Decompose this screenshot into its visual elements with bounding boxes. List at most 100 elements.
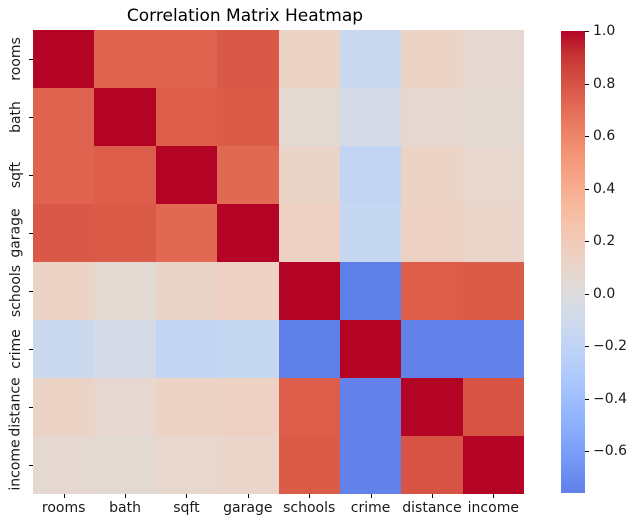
heatmap-cell-distance-crime [339,378,402,436]
x-tick-label-crime: crime [350,500,391,516]
x-tick-mark [247,494,249,498]
colorbar-tick-label: 0.8 [593,75,616,92]
heatmap-cell-bath-garage [217,88,279,146]
colorbar-tick-mark [585,83,589,85]
colorbar-tick-label: 1.0 [593,23,616,39]
heatmap-cell-income-rooms [33,436,95,494]
x-axis-ticks [33,494,524,498]
heatmap-cell-income-sqft [155,436,218,494]
heatmap-cell-bath-sqft [155,88,218,146]
colorbar-tick-mark [585,451,589,452]
heatmap-cell-income-distance [401,436,463,494]
heatmap-cell-garage-garage [217,204,279,262]
heatmap-cell-garage-rooms [33,204,95,262]
y-tick-label-text: rooms [8,37,25,81]
colorbar-tick-mark [585,136,589,137]
colorbar-tick-mark [585,188,589,190]
heatmap-cell-bath-bath [94,88,156,146]
colorbar-tick-label: −0.4 [593,390,627,407]
y-axis-labels: rooms bath sqft garage schools crime distance i… [4,30,28,494]
heatmap-cell-rooms-income [462,30,524,88]
heatmap-cell-garage-bath [94,204,156,262]
heatmap-cell-crime-income [462,320,524,378]
x-tick-label-rooms: rooms [41,500,86,516]
x-tick-mark [125,494,127,498]
heatmap-cell-bath-income [462,88,524,146]
colorbar [561,31,585,493]
colorbar-tick-label: 0.4 [593,180,616,197]
heatmap-cell-schools-garage [217,262,279,320]
y-tick-label-text: sqft [8,161,25,189]
x-tick-mark [493,494,495,498]
heatmap-cell-distance-schools [278,378,340,436]
heatmap-cell-bath-crime [339,88,402,146]
colorbar-tick-mark [585,241,589,242]
heatmap-cell-bath-rooms [33,88,95,146]
heatmap-cell-sqft-garage [217,146,279,204]
y-tick-label-text: bath [8,101,25,133]
heatmap-cell-schools-crime [339,262,402,320]
heatmap-cell-sqft-sqft [155,146,218,204]
x-tick-mark [63,494,65,498]
colorbar-tick-label: −0.2 [593,338,627,354]
x-tick-mark [370,494,372,498]
heatmap-cell-sqft-crime [339,146,402,204]
heatmap-cell-sqft-income [462,146,524,204]
heatmap-cell-distance-rooms [33,378,95,436]
heatmap-cell-crime-distance [401,320,463,378]
heatmap-cell-schools-schools [278,262,340,320]
y-tick-label-garage: garage [4,204,28,262]
heatmap-cell-crime-sqft [155,320,218,378]
heatmap-cell-distance-income [462,378,524,436]
x-tick-label-sqft: sqft [173,500,200,516]
heatmap-cell-income-crime [339,436,402,494]
colorbar-tick-mark [585,398,589,400]
y-tick-mark [29,407,33,408]
y-tick-label-sqft: sqft [4,146,28,204]
y-tick-label-rooms: rooms [4,30,28,88]
colorbar-tick-label: −0.6 [593,443,627,459]
x-tick-mark [186,494,188,498]
heatmap-cell-garage-distance [401,204,463,262]
x-axis-labels: rooms bath sqft garage schools crime distance i… [33,500,524,520]
heatmap-cell-bath-distance [401,88,463,146]
heatmap-cell-sqft-distance [401,146,463,204]
y-tick-label-distance: distance [4,377,28,436]
x-tick-label-distance: distance [402,500,462,516]
x-tick-label-garage: garage [223,500,273,516]
heatmap-cell-income-income [462,436,524,494]
y-tick-mark [29,233,33,234]
heatmap-cell-garage-schools [278,204,340,262]
x-tick-mark [431,494,433,498]
y-tick-label-text: income [8,439,24,491]
heatmap-cell-schools-sqft [155,262,218,320]
heatmap-cell-rooms-schools [278,30,340,88]
heatmap-cell-garage-income [462,204,524,262]
heatmap-cell-rooms-bath [94,30,156,88]
heatmap-cell-schools-distance [401,262,463,320]
heatmap-cell-income-bath [94,436,156,494]
heatmap-cell-schools-rooms [33,262,95,320]
colorbar-tick-label: 0.0 [593,285,616,302]
heatmap-cell-crime-garage [217,320,279,378]
colorbar-tick-mark [585,293,589,295]
y-tick-label-text: crime [8,329,24,369]
x-tick-label-income: income [467,500,519,516]
y-axis-ticks [29,30,33,494]
y-tick-mark [29,465,33,466]
colorbar-tick-label: 0.2 [593,233,616,249]
heatmap-cell-rooms-crime [339,30,402,88]
heatmap-cell-garage-sqft [155,204,218,262]
heatmap-cell-distance-distance [401,378,463,436]
heatmap-cell-rooms-rooms [33,30,95,88]
colorbar-tick-mark [585,346,589,347]
heatmap-cell-garage-crime [339,204,402,262]
y-tick-mark [29,117,33,118]
heatmap-cell-distance-bath [94,378,156,436]
heatmap-cell-crime-bath [94,320,156,378]
y-tick-mark [29,175,33,176]
y-tick-label-income: income [4,436,28,494]
y-tick-label-text: schools [8,264,24,318]
heatmap-cell-schools-bath [94,262,156,320]
